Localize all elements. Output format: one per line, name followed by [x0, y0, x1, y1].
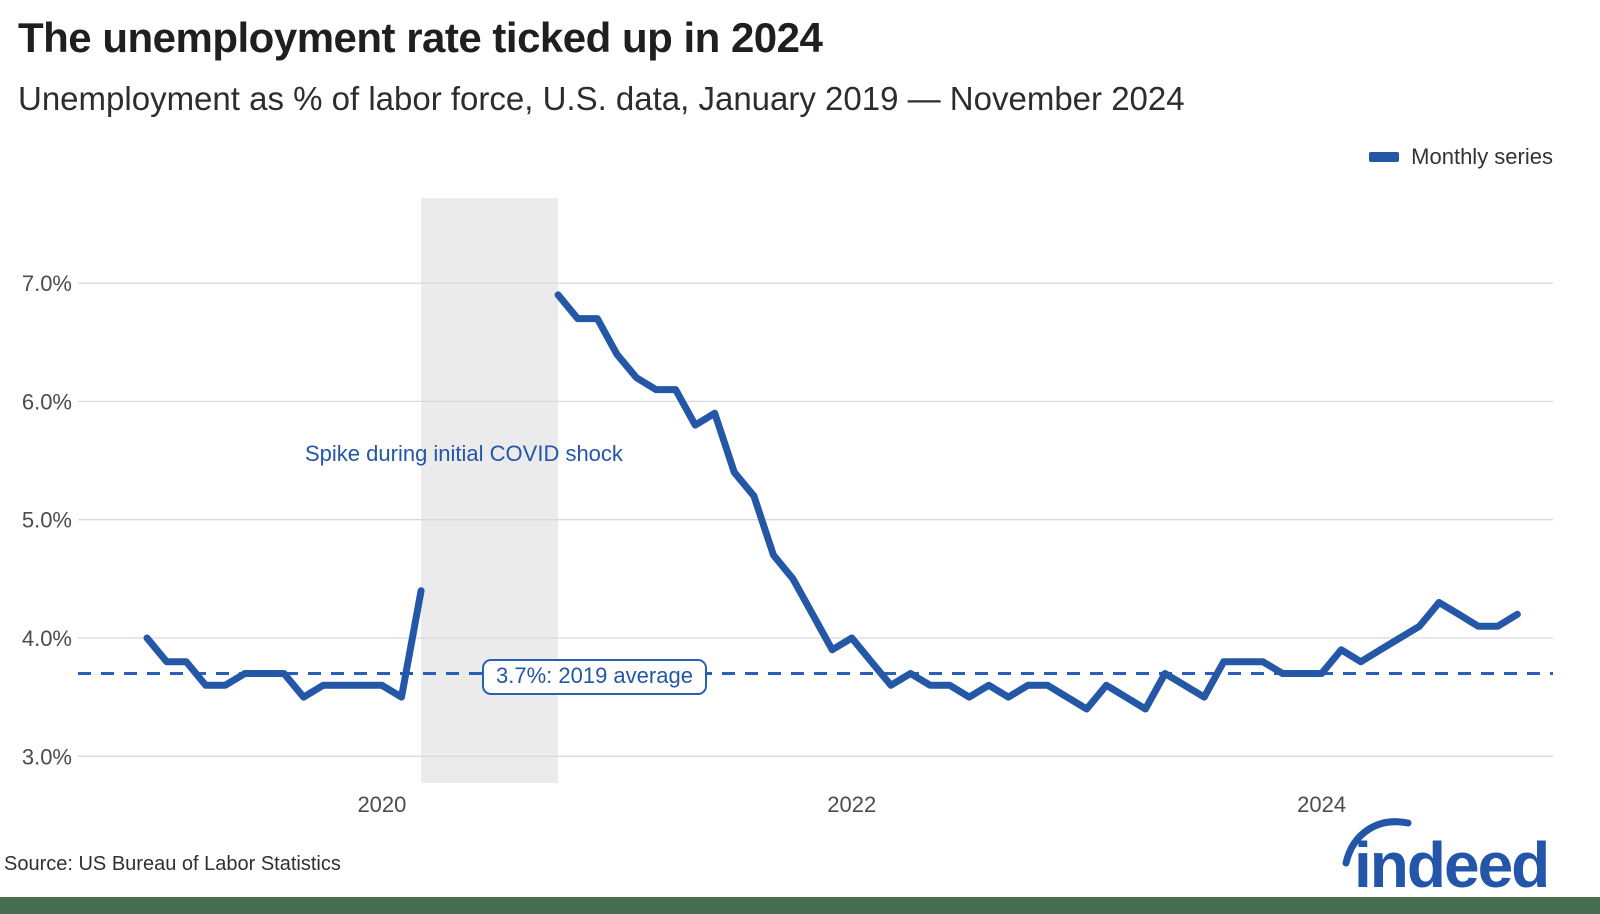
legend-line-swatch [1369, 152, 1400, 162]
series-line [554, 291, 1521, 713]
source-note: Source: US Bureau of Labor Statistics [4, 853, 341, 875]
covid-spike-annotation: Spike during initial COVID shock [305, 441, 623, 466]
y-tick-label: 3.0% [22, 744, 72, 769]
y-tick-label: 6.0% [22, 389, 72, 414]
x-tick-label: 2024 [1297, 792, 1346, 817]
chart-subtitle: Unemployment as % of labor force, U.S. d… [18, 80, 1185, 117]
page-title: The unemployment rate ticked up in 2024 [18, 14, 823, 61]
legend-label: Monthly series [1411, 144, 1553, 169]
series-line [143, 587, 425, 701]
y-tick-label: 4.0% [22, 626, 72, 651]
x-tick-label: 2022 [827, 792, 876, 817]
indeed-logo-arc [1342, 818, 1412, 867]
indeed-logo: indeed [1342, 818, 1550, 897]
y-tick-label: 5.0% [22, 508, 72, 533]
footer-bar [0, 897, 1600, 914]
legend: Monthly series [1369, 144, 1553, 170]
average-reference-label: 3.7%: 2019 average [482, 659, 707, 695]
y-tick-label: 7.0% [22, 271, 72, 296]
x-tick-label: 2020 [357, 792, 406, 817]
indeed-logo-text: indeed [1354, 829, 1548, 897]
covid-shaded-region [421, 198, 559, 783]
